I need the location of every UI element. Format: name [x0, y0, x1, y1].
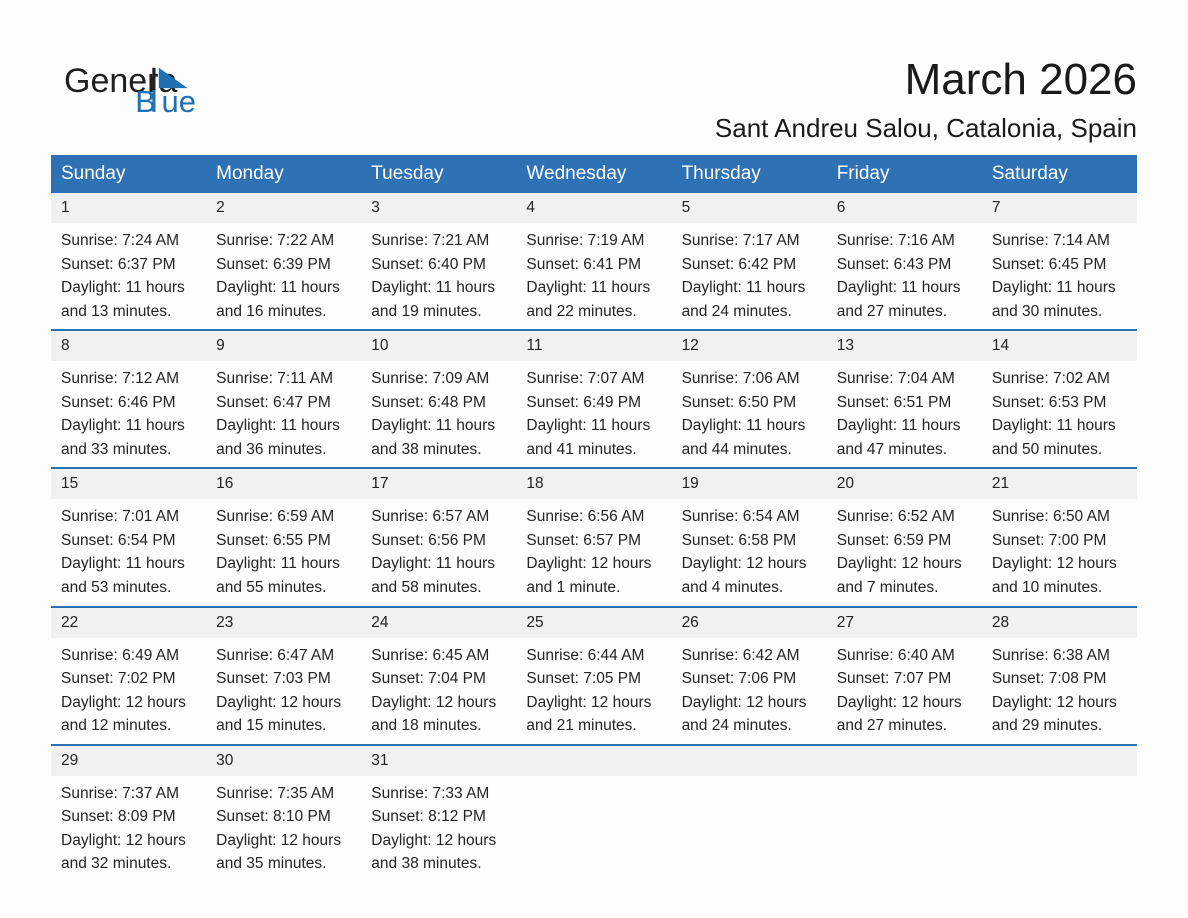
svg-text:ue: ue: [162, 84, 196, 119]
